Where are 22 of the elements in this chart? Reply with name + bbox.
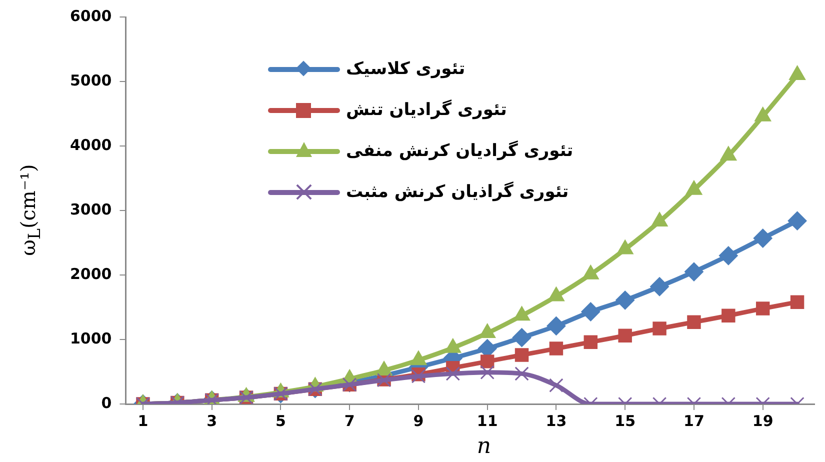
y-tick-label: 0 — [101, 394, 112, 412]
x-tick-label: 15 — [614, 412, 636, 430]
y-tick-label: 6000 — [70, 6, 112, 25]
x-tick-label: 19 — [752, 412, 774, 430]
legend-label: تئوری گرادیان کرنش منفی — [346, 140, 574, 160]
x-tick-label: 11 — [476, 412, 498, 430]
y-tick-label: 4000 — [70, 136, 112, 154]
x-tick-label: 1 — [138, 412, 148, 430]
x-tick-label: 3 — [206, 412, 218, 430]
x-tick-label: 5 — [276, 412, 286, 430]
y-tick-label: 5000 — [70, 71, 112, 90]
x-tick-label: 7 — [344, 412, 355, 430]
x-axis-title: n — [476, 434, 492, 459]
y-tick-label: 1000 — [70, 329, 112, 348]
legend-label: تئوری کلاسیک — [346, 58, 466, 78]
legend-label: تئوری گراذیان کرنش مثبت — [346, 182, 569, 202]
x-tick-label: 13 — [546, 412, 567, 430]
x-tick-label: 9 — [413, 412, 424, 430]
legend-label: تئوری گرادیان تنش — [346, 100, 507, 120]
y-tick-label: 3000 — [70, 200, 112, 218]
x-tick-label: 17 — [684, 412, 704, 430]
y-tick-label: 2000 — [70, 264, 112, 283]
